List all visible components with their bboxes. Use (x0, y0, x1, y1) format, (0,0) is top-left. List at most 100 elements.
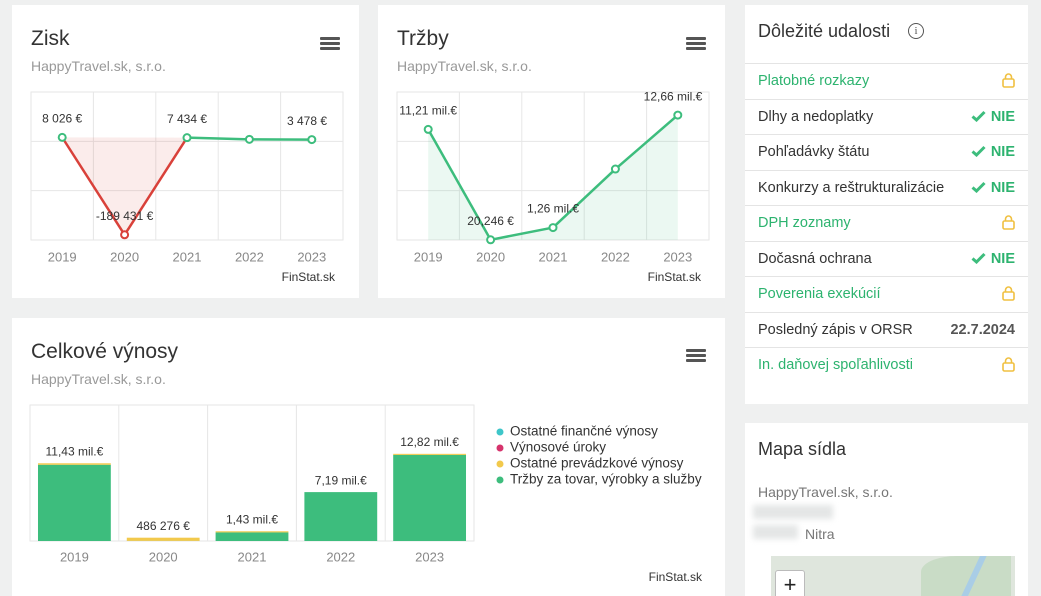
data-label: 11,21 mil.€ (399, 104, 457, 118)
map[interactable]: + (771, 556, 1015, 596)
event-label: DPH zoznamy (758, 215, 851, 231)
card-subtitle: HappyTravel.sk, s.r.o. (31, 371, 166, 387)
x-tick-label: 2021 (238, 549, 267, 564)
event-status: 22.7.2024 (950, 322, 1015, 338)
card-title: Tržby (397, 27, 449, 50)
lock-icon (1002, 286, 1015, 305)
x-tick-label: 2020 (476, 249, 505, 264)
x-tick-label: 2020 (110, 249, 139, 264)
line-segment (490, 226, 554, 242)
blurred-zip (753, 525, 798, 539)
blurred-address (753, 505, 833, 519)
event-label: Dlhy a nedoplatky (758, 108, 874, 125)
zoom-in-button[interactable]: + (775, 570, 805, 596)
event-row[interactable]: DPH zoznamy (745, 205, 1028, 241)
event-status: NIE (971, 180, 1015, 196)
map-card: Mapa sídla HappyTravel.sk, s.r.o. Nitra … (745, 423, 1028, 596)
event-row[interactable]: Posledný zápis v ORSR 22.7.2024 (745, 311, 1028, 348)
line-segment (123, 136, 189, 236)
event-status: NIE (971, 144, 1015, 160)
data-label: 8 026 € (42, 112, 82, 126)
area (428, 115, 678, 240)
x-tick-label: 2019 (414, 249, 443, 264)
bar-segment (37, 464, 111, 541)
chart: 11,43 mil.€ 2019 486 276 € 2020 1,43 mil.€ 20… (29, 404, 703, 584)
legend-swatch (496, 428, 504, 436)
total-label: 11,43 mil.€ (45, 444, 103, 458)
lock-icon (1002, 215, 1015, 234)
line-segment (61, 136, 126, 236)
legend-swatch (496, 444, 504, 452)
status-text: 22.7.2024 (950, 321, 1015, 338)
bar-segment (304, 492, 378, 541)
credit: FinStat.sk (649, 570, 703, 584)
point (673, 110, 683, 120)
total-label: 486 276 € (137, 519, 191, 533)
x-tick-label: 2019 (48, 249, 77, 264)
card-subtitle: HappyTravel.sk, s.r.o. (397, 58, 532, 74)
card-subtitle: HappyTravel.sk, s.r.o. (31, 58, 166, 74)
point (423, 124, 433, 134)
event-label: Dočasná ochrana (758, 250, 872, 267)
event-row[interactable]: Dlhy a nedoplatky NIE (745, 98, 1028, 135)
data-label: 1,26 mil.€ (527, 202, 579, 216)
event-row[interactable]: Poverenia exekúcií (745, 276, 1028, 312)
legend-label: Výnosové úroky (510, 440, 606, 455)
x-tick-label: 2023 (415, 549, 444, 564)
legend-label: Tržby za tovar, výrobky a služby (510, 472, 702, 487)
event-row[interactable]: Pohľadávky štátu NIE (745, 134, 1028, 170)
income-card: Celkové výnosy HappyTravel.sk, s.r.o. 11… (12, 318, 725, 596)
event-status: NIE (971, 251, 1015, 267)
status-text: NIE (990, 144, 1015, 160)
point (182, 133, 192, 143)
event-row[interactable]: Konkurzy a reštrukturalizácie NIE (745, 169, 1028, 206)
bar-segment (393, 454, 467, 541)
x-tick-label: 2022 (326, 549, 355, 564)
credit: FinStat.sk (282, 270, 336, 284)
event-status: NIE (971, 109, 1015, 125)
line-segment (186, 136, 250, 141)
credit: FinStat.sk (648, 270, 702, 284)
negative-area (62, 137, 188, 235)
event-label: Posledný zápis v ORSR (758, 321, 913, 338)
point (57, 132, 67, 142)
bar-segment (215, 531, 289, 533)
point (610, 164, 620, 174)
chart: 11,21 mil.€ 2019 20,246 € 2020 1,26 mil.€ 202… (396, 89, 710, 284)
event-row[interactable]: In. daňovej spoľahlivosti (745, 347, 1028, 383)
x-tick-label: 2023 (297, 249, 326, 264)
card-title: Mapa sídla (758, 439, 847, 459)
data-label: -189 431 € (96, 209, 154, 223)
data-label: 7 434 € (167, 112, 207, 126)
x-tick-label: 2022 (235, 249, 264, 264)
event-row[interactable]: Platobné rozkazy (745, 63, 1028, 99)
point (120, 230, 130, 240)
legend-swatch (496, 476, 504, 484)
data-label: 20,246 € (467, 214, 514, 228)
info-icon[interactable]: i (908, 23, 924, 39)
menu-button[interactable] (686, 349, 706, 363)
events-card: Dôležité udalosti i Platobné rozkazy Dlhy… (745, 5, 1028, 404)
company-name: HappyTravel.sk, s.r.o. (758, 484, 893, 500)
event-row[interactable]: Dočasná ochrana NIE (745, 240, 1028, 277)
x-tick-label: 2021 (173, 249, 202, 264)
menu-button[interactable] (320, 37, 340, 51)
total-label: 1,43 mil.€ (226, 512, 278, 526)
status-text: NIE (990, 108, 1015, 125)
status-text: NIE (990, 179, 1015, 196)
line-segment (552, 168, 617, 229)
menu-button[interactable] (686, 37, 706, 51)
data-label: 12,66 mil.€ (644, 89, 703, 103)
x-tick-label: 2022 (601, 249, 630, 264)
lock-icon (1002, 357, 1015, 376)
x-tick-label: 2019 (60, 549, 89, 564)
bar-segment (126, 537, 200, 541)
chart: 8 026 € 2019 -189 431 € 2020 7 434 € 2021 2022… (30, 91, 344, 284)
point (244, 134, 254, 144)
total-label: 7,19 mil.€ (315, 473, 367, 487)
card-title: Celkové výnosy (31, 340, 179, 363)
bar-segment (215, 532, 289, 541)
event-label: Poverenia exekúcií (758, 286, 881, 302)
event-label: In. daňovej spoľahlivosti (758, 357, 913, 373)
x-tick-label: 2023 (663, 249, 692, 264)
